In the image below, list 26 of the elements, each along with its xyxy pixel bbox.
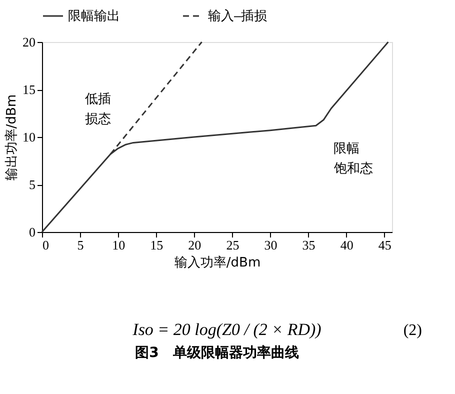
y-axis-title: 输出功率/dBm (4, 94, 20, 181)
x-tick-label: 0 (42, 238, 49, 252)
x-tick-label: 20 (188, 238, 202, 252)
y-tick-label: 5 (29, 177, 36, 192)
text: 图3 单级限幅器功率曲线 (135, 344, 299, 361)
text: Iso = 20 log(Z0 / (2 × RD)) (132, 320, 322, 339)
annotation: 低插 (85, 92, 111, 107)
x-tick-label: 45 (378, 238, 392, 252)
y-tick-label: 15 (22, 82, 36, 97)
y-tick-label: 20 (22, 34, 36, 50)
annotation: 饱和态 (333, 161, 373, 176)
x-tick-label: 10 (112, 238, 126, 252)
x-tick-label: 15 (150, 238, 164, 252)
x-axis-title: 输入功率/dBm (174, 254, 261, 270)
y-tick-label: 10 (22, 130, 36, 144)
text: (2) (403, 322, 422, 339)
x-tick-label: 5 (77, 238, 84, 252)
x-tick-label: 35 (302, 238, 316, 252)
annotation: 损态 (85, 112, 111, 127)
x-tick-label: 40 (340, 238, 354, 252)
annotation: 限幅 (334, 141, 360, 156)
x-tick-label: 25 (226, 238, 240, 252)
y-tick-label: 0 (29, 224, 36, 240)
legend-label: 限幅输出 (68, 8, 120, 23)
legend-label: 输入–插损 (208, 8, 268, 23)
x-tick-label: 30 (264, 238, 278, 252)
